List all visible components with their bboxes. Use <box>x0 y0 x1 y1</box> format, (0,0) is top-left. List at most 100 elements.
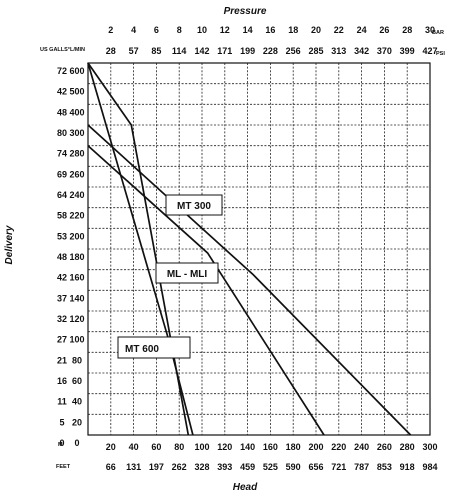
tick-label-us-gall: 48 <box>57 107 67 117</box>
tick-label-m: 60 <box>151 442 161 452</box>
tick-label-feet: 656 <box>308 462 323 472</box>
curve-mt-300 <box>87 124 412 436</box>
unit-us-galls: US GALLS° <box>40 47 70 53</box>
tick-label-m: 40 <box>129 442 139 452</box>
tick-label-bar: 10 <box>197 25 207 35</box>
tick-label-psi: 285 <box>308 46 323 56</box>
label-mt300-text: MT 300 <box>177 201 211 212</box>
tick-label-m: 20 <box>106 442 116 452</box>
tick-label-psi: 85 <box>151 46 161 56</box>
tick-label-us-gall: 21 <box>57 355 67 365</box>
chart-title-head: Head <box>233 482 258 493</box>
tick-label-bar: 24 <box>357 25 367 35</box>
tick-label-psi: 199 <box>240 46 255 56</box>
tick-label-us-gall: 42 <box>57 87 67 97</box>
tick-label-bar: 18 <box>288 25 298 35</box>
tick-labels: 2282066457401316856019781148026210142100… <box>57 25 438 472</box>
tick-label-bar: 16 <box>265 25 275 35</box>
tick-label-m: 260 <box>377 442 392 452</box>
tick-label-l-min: 600 <box>69 66 84 76</box>
tick-label-m: 300 <box>422 442 437 452</box>
tick-label-l-min: 140 <box>69 293 84 303</box>
tick-label-l-min: 280 <box>69 149 84 159</box>
tick-label-bar: 22 <box>334 25 344 35</box>
tick-label-psi: 114 <box>172 46 187 56</box>
tick-label-us-gall: 16 <box>57 376 67 386</box>
tick-label-m: 200 <box>308 442 323 452</box>
tick-label-psi: 171 <box>217 46 232 56</box>
tick-label-us-gall: 69 <box>57 169 67 179</box>
tick-label-psi: 313 <box>331 46 346 56</box>
tick-label-feet: 853 <box>377 462 392 472</box>
tick-label-bar: 26 <box>379 25 389 35</box>
tick-label-us-gall: 32 <box>57 314 67 324</box>
tick-label-feet: 66 <box>106 462 116 472</box>
tick-label-m: 280 <box>400 442 415 452</box>
label-mt600: MT 600 <box>117 336 191 359</box>
tick-label-us-gall: 0 <box>59 438 64 448</box>
tick-label-bar: 6 <box>154 25 159 35</box>
tick-label-feet: 328 <box>194 462 209 472</box>
tick-label-l-min: 120 <box>69 314 84 324</box>
tick-label-m: 120 <box>217 442 232 452</box>
tick-label-feet: 131 <box>126 462 141 472</box>
unit-bar: BAR <box>432 30 444 36</box>
tick-label-psi: 57 <box>129 46 139 56</box>
tick-label-m: 160 <box>263 442 278 452</box>
tick-label-us-gall: 5 <box>59 417 64 427</box>
tick-label-l-min: 80 <box>72 355 82 365</box>
tick-label-us-gall: 64 <box>57 190 67 200</box>
tick-label-feet: 721 <box>331 462 346 472</box>
unit-psi: PSI <box>436 51 445 57</box>
tick-label-feet: 525 <box>263 462 278 472</box>
grid <box>88 63 430 435</box>
chart-title-pressure: Pressure <box>224 6 267 17</box>
tick-label-l-min: 200 <box>69 231 84 241</box>
tick-label-l-min: 60 <box>72 376 82 386</box>
tick-label-psi: 399 <box>400 46 415 56</box>
tick-label-us-gall: 74 <box>57 149 67 159</box>
tick-label-l-min: 180 <box>69 252 84 262</box>
tick-label-bar: 12 <box>220 25 230 35</box>
tick-label-us-gall: 80 <box>57 128 67 138</box>
tick-label-feet: 393 <box>217 462 232 472</box>
tick-label-l-min: 300 <box>69 128 84 138</box>
tick-label-bar: 2 <box>108 25 113 35</box>
tick-label-us-gall: 72 <box>57 66 67 76</box>
tick-label-psi: 142 <box>194 46 209 56</box>
tick-label-l-min: 160 <box>69 273 84 283</box>
tick-label-bar: 28 <box>402 25 412 35</box>
tick-label-feet: 918 <box>400 462 415 472</box>
tick-label-l-min: 400 <box>69 107 84 117</box>
chart-title-delivery: Delivery <box>4 225 15 264</box>
tick-label-bar: 20 <box>311 25 321 35</box>
tick-label-psi: 427 <box>422 46 437 56</box>
tick-label-l-min: 500 <box>69 87 84 97</box>
tick-label-m: 80 <box>174 442 184 452</box>
tick-label-feet: 984 <box>422 462 437 472</box>
tick-label-psi: 256 <box>286 46 301 56</box>
tick-label-bar: 30 <box>425 25 435 35</box>
tick-label-us-gall: 27 <box>57 335 67 345</box>
tick-label-bar: 8 <box>177 25 182 35</box>
tick-label-psi: 228 <box>263 46 278 56</box>
tick-label-m: 220 <box>331 442 346 452</box>
tick-label-l-min: 220 <box>69 211 84 221</box>
tick-label-l-min: 0 <box>74 438 79 448</box>
label-ml-mli-text: ML - MLI <box>167 269 208 280</box>
tick-label-l-min: 240 <box>69 190 84 200</box>
tick-label-us-gall: 58 <box>57 211 67 221</box>
tick-label-us-gall: 42 <box>57 273 67 283</box>
tick-label-feet: 590 <box>286 462 301 472</box>
label-mt300: MT 300 <box>165 194 223 216</box>
tick-label-feet: 787 <box>354 462 369 472</box>
curve-ml-mli <box>87 145 325 436</box>
unit-m: M <box>58 442 63 448</box>
label-mt600-text: MT 600 <box>125 344 159 355</box>
tick-label-us-gall: 48 <box>57 252 67 262</box>
tick-label-m: 140 <box>240 442 255 452</box>
unit-l-min: L/MIN <box>70 47 85 53</box>
tick-label-feet: 197 <box>149 462 164 472</box>
tick-label-psi: 342 <box>354 46 369 56</box>
